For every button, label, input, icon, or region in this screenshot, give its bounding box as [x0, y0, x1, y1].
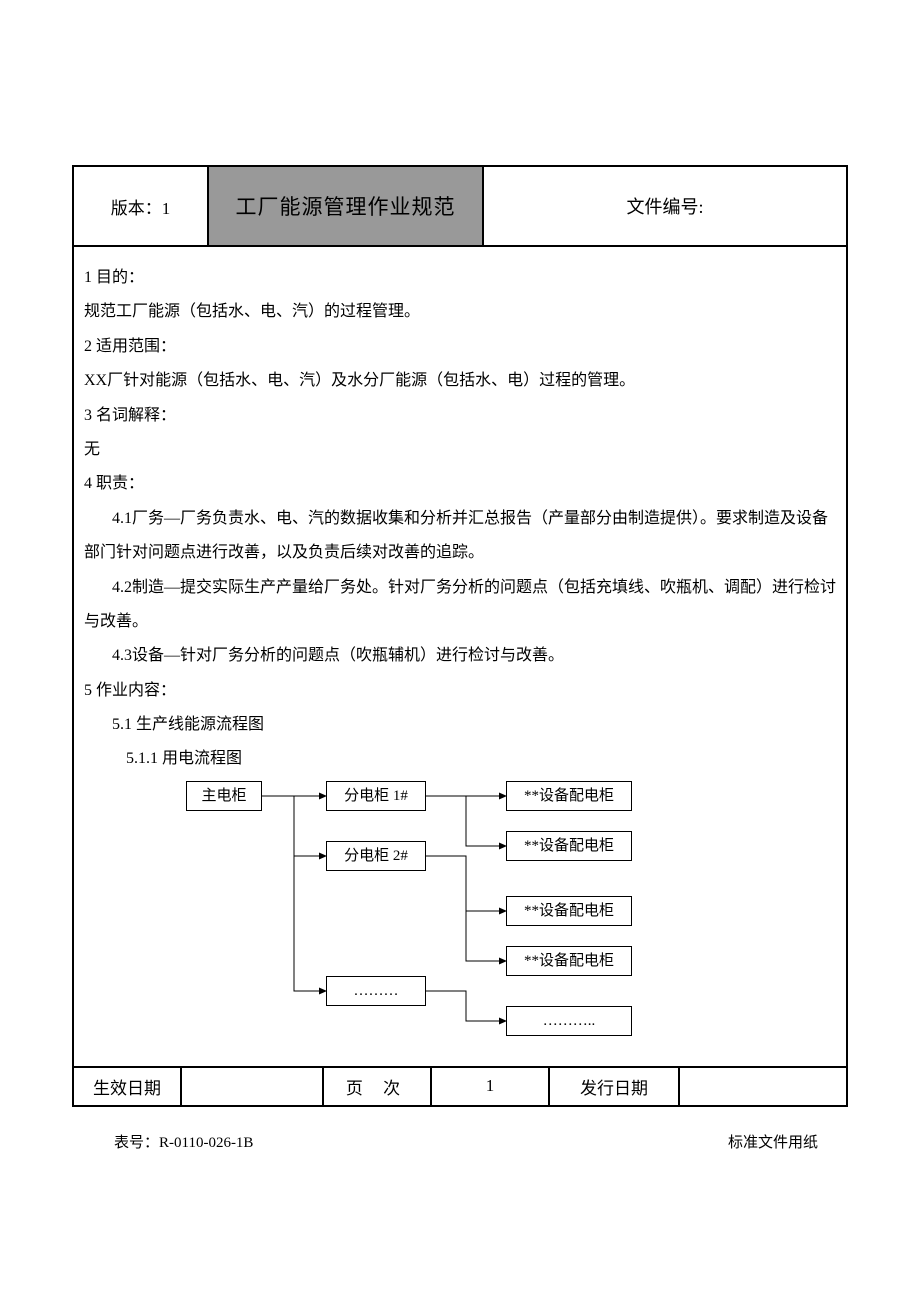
- section-4-1: 4.1厂务—厂务负责水、电、汽的数据收集和分析并汇总报告（产量部分由制造提供）。…: [84, 502, 836, 571]
- flowchart-container: 主电柜 分电柜 1# 分电柜 2# ……… **设备配电柜 **设备配电柜 **设备配电柜 *…: [136, 781, 836, 1056]
- flow-node-eq2: **设备配电柜: [506, 831, 632, 861]
- flow-node-sub2: 分电柜 2#: [326, 841, 426, 871]
- section-2-heading: 2 适用范围：: [84, 330, 836, 364]
- footer-issue-label: 发行日期: [550, 1068, 680, 1105]
- flow-node-eq4: **设备配电柜: [506, 946, 632, 976]
- footer-page-value: 1: [432, 1068, 550, 1105]
- footer-page-label: 页 次: [324, 1068, 432, 1105]
- flow-node-eq1: **设备配电柜: [506, 781, 632, 811]
- docno-label: 文件编号:: [626, 193, 703, 219]
- docno-cell: 文件编号:: [484, 167, 846, 245]
- version-cell: 版本：1: [74, 167, 209, 245]
- flowchart-svg: [136, 781, 836, 1056]
- document-title: 工厂能源管理作业规范: [236, 191, 456, 221]
- flow-node-sub3: ………: [326, 976, 426, 1006]
- section-4-2: 4.2制造—提交实际生产产量给厂务处。针对厂务分析的问题点（包括充填线、吹瓶机、…: [84, 571, 836, 640]
- footer-effective-value: [182, 1068, 324, 1105]
- version-label: 版本：1: [111, 194, 171, 219]
- title-cell: 工厂能源管理作业规范: [209, 167, 484, 245]
- content-area: 1 目的： 规范工厂能源（包括水、电、汽）的过程管理。 2 适用范围： XX厂针…: [74, 247, 846, 1068]
- section-4-3: 4.3设备—针对厂务分析的问题点（吹瓶辅机）进行检讨与改善。: [84, 639, 836, 673]
- section-3-body: 无: [84, 433, 836, 467]
- paper-note: 标准文件用纸: [728, 1131, 818, 1152]
- section-3-heading: 3 名词解释：: [84, 399, 836, 433]
- section-1-body: 规范工厂能源（包括水、电、汽）的过程管理。: [84, 295, 836, 329]
- section-5-1-1: 5.1.1 用电流程图: [84, 742, 836, 776]
- form-number: 表号：R-0110-026-1B: [114, 1131, 253, 1152]
- footer-row: 生效日期 页 次 1 发行日期: [74, 1068, 846, 1105]
- header-row: 版本：1 工厂能源管理作业规范 文件编号:: [74, 167, 846, 247]
- section-5-heading: 5 作业内容：: [84, 674, 836, 708]
- section-4-heading: 4 职责：: [84, 467, 836, 501]
- document-frame: 版本：1 工厂能源管理作业规范 文件编号: 1 目的： 规范工厂能源（包括水、电…: [72, 165, 848, 1107]
- flow-node-sub1: 分电柜 1#: [326, 781, 426, 811]
- footer-issue-value: [680, 1068, 846, 1105]
- flow-node-main: 主电柜: [186, 781, 262, 811]
- bottom-info: 表号：R-0110-026-1B 标准文件用纸: [72, 1107, 848, 1152]
- flow-node-eq5: ………..: [506, 1006, 632, 1036]
- flow-node-eq3: **设备配电柜: [506, 896, 632, 926]
- section-5-1: 5.1 生产线能源流程图: [84, 708, 836, 742]
- footer-effective-label: 生效日期: [74, 1068, 182, 1105]
- section-1-heading: 1 目的：: [84, 261, 836, 295]
- section-2-body: XX厂针对能源（包括水、电、汽）及水分厂能源（包括水、电）过程的管理。: [84, 364, 836, 398]
